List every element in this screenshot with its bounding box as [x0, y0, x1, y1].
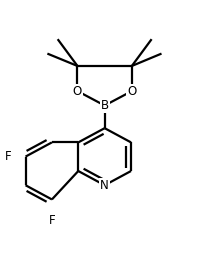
Text: F: F	[5, 150, 12, 163]
Text: F: F	[49, 214, 55, 227]
Text: O: O	[73, 85, 82, 98]
Text: N: N	[100, 179, 109, 192]
Text: B: B	[101, 99, 109, 112]
Text: O: O	[127, 85, 136, 98]
